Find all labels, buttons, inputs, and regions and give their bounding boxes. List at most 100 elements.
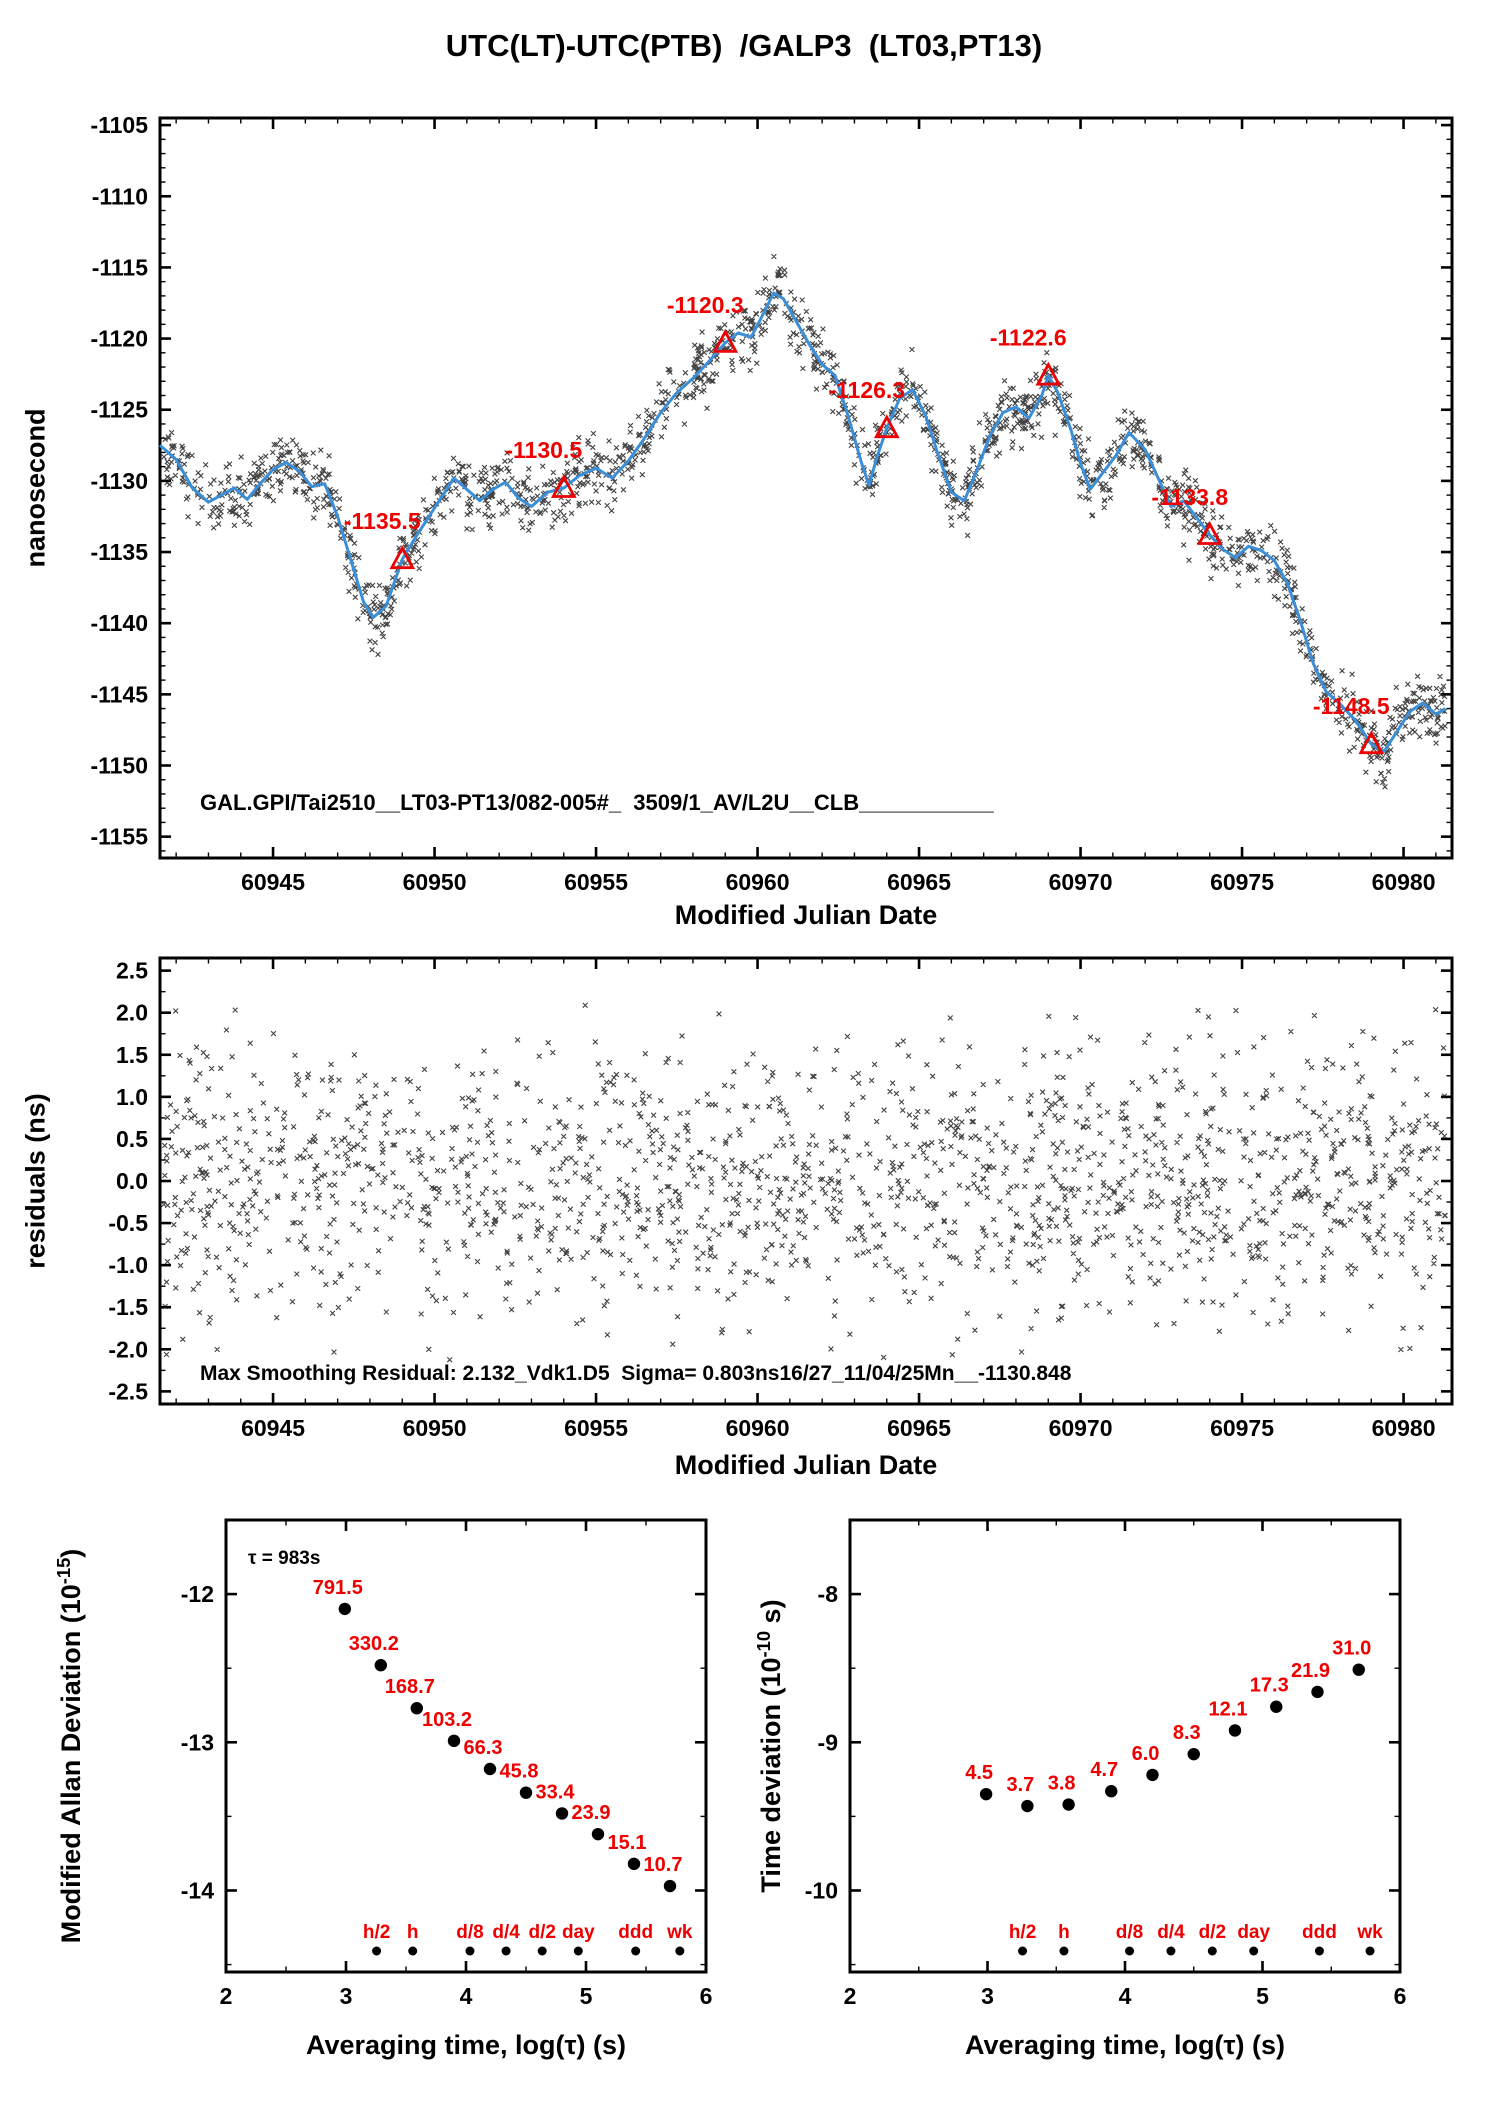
- y-tick-label: 0.0: [116, 1168, 148, 1194]
- calibration-value-label: -1135.5: [344, 508, 421, 534]
- tdev-point: [1352, 1663, 1365, 1676]
- mdev-point: [555, 1807, 569, 1820]
- axis-frame: [158, 956, 1454, 1406]
- tau-marker-dot: [1125, 1946, 1135, 1956]
- x-tick-label: 60950: [403, 1415, 467, 1441]
- tdev-point: [1187, 1747, 1200, 1761]
- y-tick-label: 1.5: [116, 1042, 148, 1068]
- residual-scatter-points: [161, 1002, 1448, 1363]
- tdev-point: [1105, 1785, 1118, 1798]
- mdev-y-label-exponent: -15: [53, 1557, 74, 1585]
- x-tick-label: 60980: [1372, 1415, 1436, 1441]
- x-tick-label: 4: [1119, 1983, 1132, 2009]
- x-tick-label: 60965: [887, 1415, 951, 1441]
- phase-x-axis-label: Modified Julian Date: [674, 900, 938, 930]
- tdev-series: 4.5 3.7 3.8 4.7 6.0 8.3 12.117.321.931.0: [965, 1638, 1371, 1813]
- mdev-point-value-label: 15.1: [608, 1832, 647, 1854]
- mdev-series: 791.5 330.2 168.7 103.2 66.345.833.423.9 15.1…: [313, 1577, 682, 1893]
- x-tick-label: 60945: [241, 869, 305, 895]
- residuals-x-axis-label: Modified Julian Date: [674, 1450, 938, 1480]
- tau-marker-label: d/8: [456, 1922, 483, 1943]
- y-tick-label: -1135: [90, 539, 148, 565]
- mdev-x-axis-label: Averaging time, log(τ) (s): [305, 2030, 627, 2060]
- mdev-point: [483, 1762, 497, 1776]
- tau-marker-dot: [573, 1946, 583, 1956]
- tdev-tau-marker-row: h/2 h d/8 d/4 d/2 day ddd wk: [1009, 1922, 1383, 1956]
- mdev-point-value-label: 45.8: [500, 1761, 539, 1783]
- mdev-y-axis-label: Modified Allan Deviation (10-15): [53, 1549, 87, 1944]
- calibration-triangle-icon: [1358, 730, 1385, 755]
- tdev-point-value-label: 4.5: [965, 1762, 993, 1784]
- calibration-value-label: -1148.5: [1313, 693, 1390, 719]
- tdev-point: [1021, 1799, 1034, 1813]
- mdev-point-value-label: 33.4: [536, 1781, 576, 1803]
- tdev-point: [1270, 1700, 1283, 1713]
- axis-frame: [158, 116, 1454, 860]
- mdev-point-value-label: 103.2: [422, 1709, 472, 1731]
- tau-marker-dot: [1249, 1946, 1259, 1956]
- tau-marker-dot: [675, 1946, 685, 1956]
- tau-marker-label: day: [562, 1922, 595, 1943]
- calibration-value-label: -1122.6: [990, 325, 1067, 351]
- tdev-point-value-label: 3.8: [1048, 1773, 1076, 1795]
- calibration-triangle-icon: [1196, 521, 1223, 545]
- y-tick-label: -12: [181, 1581, 214, 1607]
- y-tick-label: -1125: [90, 397, 148, 423]
- y-tick-label: -1150: [90, 753, 148, 779]
- tdev-point: [1311, 1685, 1324, 1699]
- tau-note: τ = 983s: [248, 1548, 321, 1569]
- x-tick-label: 60960: [726, 1415, 790, 1441]
- x-tick-label: 60960: [726, 869, 790, 895]
- x-tick-label: 60955: [564, 1415, 628, 1441]
- mdev-y-label-close: ): [56, 1548, 86, 1558]
- y-tick-label: -13: [181, 1729, 214, 1755]
- y-tick-label: -14: [181, 1877, 214, 1903]
- y-tick-label: -1130: [90, 468, 148, 494]
- tau-marker-dot: [465, 1946, 475, 1956]
- axis-frame: [848, 1518, 1402, 1974]
- tau-marker-dot: [537, 1946, 547, 1956]
- y-tick-label: 2.5: [116, 958, 148, 984]
- tdev-point: [1146, 1768, 1159, 1782]
- smoothing-annotation: Max Smoothing Residual: 2.132_Vdk1.D5 Si…: [200, 1362, 1072, 1385]
- calibration-triangle-icon: [389, 545, 416, 570]
- y-tick-label: -2.5: [108, 1378, 148, 1404]
- residuals-y-axis-label: residuals (ns): [20, 1093, 51, 1269]
- tau-marker-dot: [631, 1946, 641, 1956]
- tau-marker-label: d/4: [492, 1922, 520, 1943]
- tau-marker-dot: [372, 1946, 382, 1956]
- y-tick-label: -1105: [90, 112, 148, 138]
- y-tick-label: -1145: [90, 681, 148, 707]
- mdev-point: [410, 1702, 423, 1715]
- smoothed-curve: [159, 291, 1447, 753]
- y-tick-label: -8: [818, 1581, 839, 1607]
- tdev-point-value-label: 8.3: [1173, 1722, 1201, 1744]
- y-tick-label: -1.5: [108, 1294, 148, 1320]
- x-tick-label: 6: [1394, 1983, 1407, 2009]
- mdev-point: [519, 1786, 533, 1799]
- tau-marker-label: d/2: [1199, 1922, 1226, 1943]
- axis-frame: [224, 1518, 708, 1974]
- tdev-point: [1228, 1724, 1242, 1737]
- tau-marker-label: wk: [666, 1922, 693, 1943]
- y-tick-label: -1110: [92, 183, 148, 209]
- chart-title: UTC(LT)-UTC(PTB) /GALP3 (LT03,PT13): [445, 28, 1043, 63]
- x-tick-label: 60950: [403, 869, 467, 895]
- x-tick-label: 60970: [1049, 869, 1113, 895]
- mdev-point: [447, 1734, 461, 1748]
- calibration-triangle-icon: [1035, 361, 1062, 386]
- tdev-axes: 2 3 4 5 6 -8 -9 -10: [805, 1518, 1407, 2009]
- tau-marker-dot: [1018, 1946, 1028, 1956]
- tau-marker-label: d/4: [1157, 1922, 1185, 1943]
- x-tick-label: 5: [1256, 1983, 1269, 2009]
- x-tick-label: 60955: [564, 869, 628, 895]
- mdev-point: [338, 1602, 351, 1616]
- tau-marker-dot: [1365, 1946, 1375, 1956]
- x-tick-label: 60970: [1049, 1415, 1113, 1441]
- tau-marker-label: d/2: [528, 1922, 555, 1943]
- tdev-y-axis-label: Time deviation (10-10 s): [753, 1599, 787, 1892]
- x-tick-label: 60975: [1210, 1415, 1274, 1441]
- y-tick-label: 0.5: [116, 1126, 148, 1152]
- calibration-value-label: -1130.5: [505, 437, 582, 463]
